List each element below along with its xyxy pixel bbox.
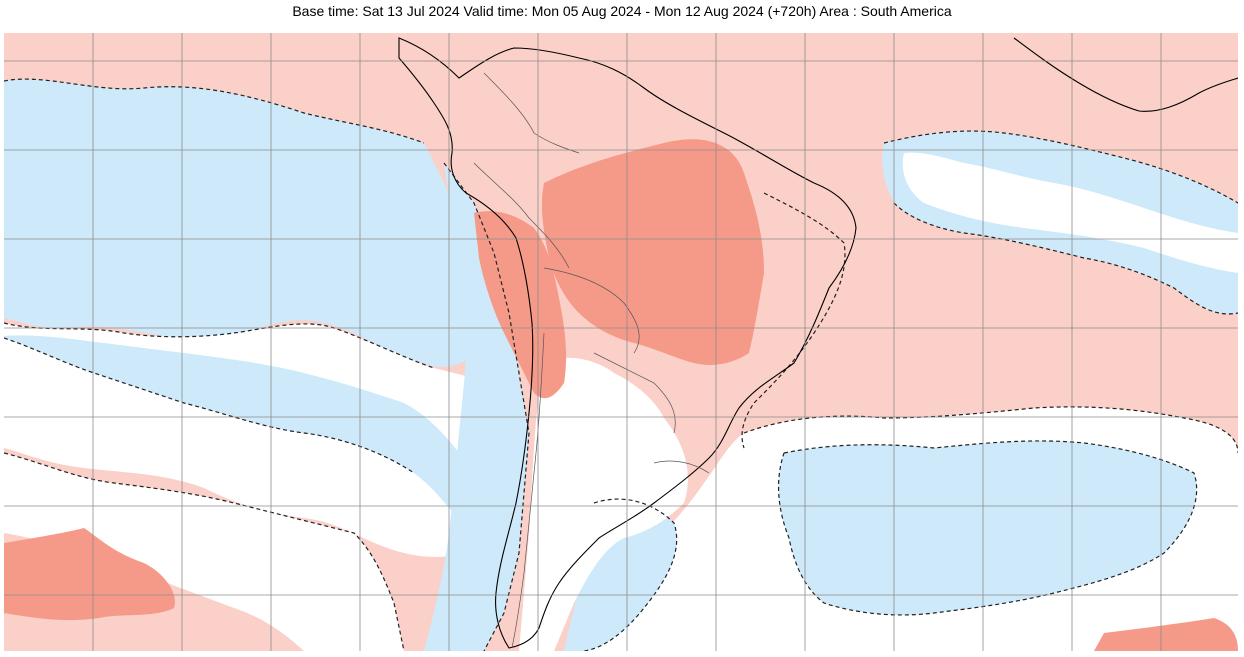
map-gridlines xyxy=(4,33,1238,651)
country-borders xyxy=(473,72,710,649)
atlantic-negative-south xyxy=(778,440,1197,615)
argentine-white-zone xyxy=(519,357,688,651)
south-america-coastline xyxy=(398,37,857,649)
map-panel xyxy=(4,33,1238,651)
chile-coast-negative xyxy=(424,163,529,651)
contour-atlantic-north xyxy=(883,130,1238,204)
south-pacific-strong-positive xyxy=(1094,618,1238,651)
pacific-negative-zone xyxy=(4,79,484,367)
contour-brazil-east xyxy=(741,192,846,449)
border-uruguay xyxy=(653,460,710,474)
map-title: Base time: Sat 13 Jul 2024 Valid time: M… xyxy=(292,3,952,19)
contour-atlantic-north-lower xyxy=(893,202,1238,315)
anomaly-map xyxy=(4,33,1238,651)
border-bolivia xyxy=(543,267,640,354)
border-peru-brazil xyxy=(473,162,570,269)
border-colombia-venezuela xyxy=(483,72,580,154)
pacific-strong-positive-sw xyxy=(4,528,175,621)
brazil-strong-positive xyxy=(541,139,764,365)
border-paraguay xyxy=(593,352,676,434)
contour-pacific-band xyxy=(4,337,415,474)
border-argentina-chile xyxy=(511,332,545,649)
contour-lines xyxy=(4,78,1238,651)
contour-patagonia xyxy=(583,498,678,651)
central-america-coastline xyxy=(1013,37,1238,112)
contour-atlantic-south-inner xyxy=(777,440,1198,616)
pacific-negative-band-south xyxy=(4,335,459,513)
contour-atlantic-south xyxy=(743,406,1238,454)
atlantic-white-north xyxy=(902,152,1238,273)
pacific-white-south xyxy=(4,453,404,651)
contour-pacific-mid xyxy=(4,322,435,369)
contour-pacific-north xyxy=(4,78,425,144)
